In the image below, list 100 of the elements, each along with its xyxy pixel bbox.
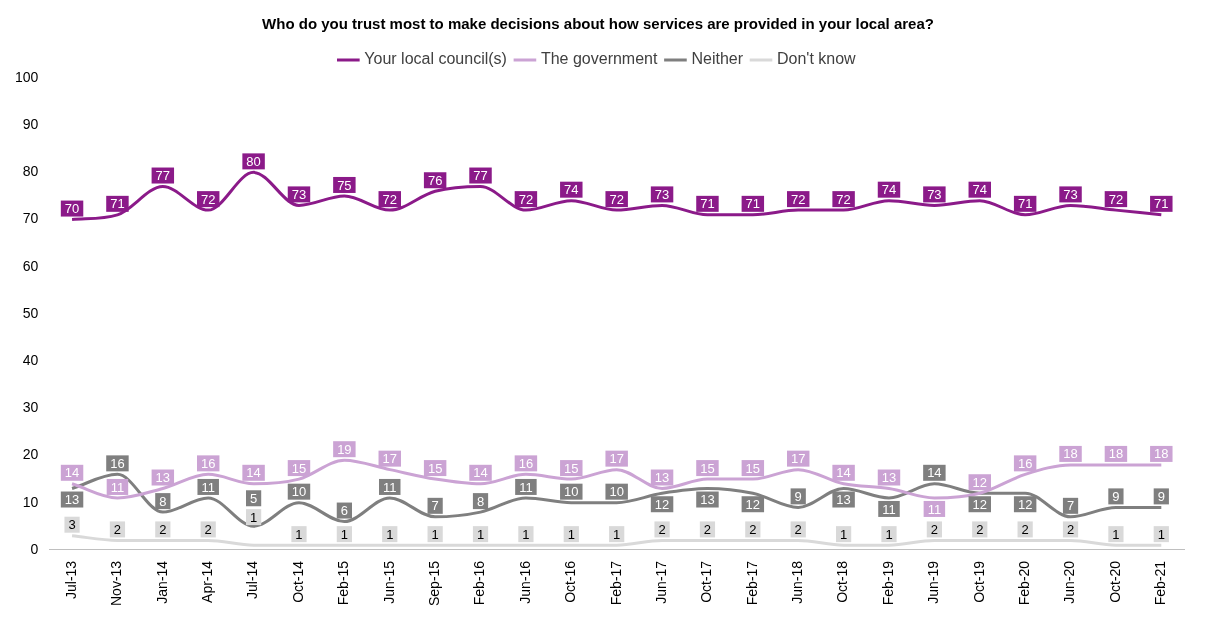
data-label: 2	[930, 522, 938, 537]
data-label: 74	[881, 182, 897, 198]
data-label: 73	[654, 186, 670, 202]
data-label: 19	[337, 441, 352, 457]
data-label: 13	[881, 470, 897, 486]
data-label: 17	[790, 451, 806, 467]
data-label: 5	[249, 490, 258, 506]
legend-label: The government	[540, 50, 658, 68]
data-label: 10	[609, 484, 624, 500]
data-label: 13	[700, 492, 715, 508]
data-label: 2	[159, 522, 167, 537]
data-label: 10	[564, 484, 579, 500]
data-label: 12	[745, 496, 761, 512]
x-tick-label: Jan-14	[153, 560, 170, 604]
data-label: 71	[1017, 196, 1033, 212]
data-label: 1	[1157, 526, 1165, 542]
y-tick-label: 50	[22, 304, 39, 321]
data-label: 8	[476, 493, 485, 509]
y-tick-label: 10	[22, 493, 39, 510]
x-tick-label: Jun-16	[516, 560, 533, 604]
y-tick-label: 0	[30, 540, 39, 557]
data-label: 17	[609, 451, 624, 467]
data-label: 2	[794, 522, 802, 537]
data-label: 14	[927, 465, 942, 481]
data-label: 17	[382, 451, 397, 467]
data-label: 1	[340, 526, 348, 542]
data-label: 70	[64, 201, 80, 217]
data-label: 14	[64, 465, 80, 481]
legend-label: Your local council(s)	[364, 50, 507, 68]
data-label: 74	[972, 182, 987, 198]
data-label: 71	[1154, 196, 1169, 212]
data-label: 72	[790, 191, 806, 207]
y-tick-label: 40	[22, 351, 39, 368]
data-label: 18	[1063, 446, 1078, 462]
data-label: 18	[1154, 446, 1169, 462]
x-tick-label: Oct-20	[1106, 560, 1123, 603]
data-label: 18	[1108, 446, 1124, 462]
data-label: 1	[613, 526, 621, 542]
data-label: 1	[476, 526, 485, 542]
x-tick-label: Sep-15	[426, 560, 442, 607]
data-label: 1	[567, 526, 575, 542]
y-tick-label: 70	[22, 210, 39, 227]
y-tick-label: 100	[15, 68, 39, 85]
legend-label: Don't know	[777, 50, 857, 68]
data-label: 1	[522, 526, 530, 542]
y-tick-label: 80	[22, 163, 39, 180]
data-label: 7	[431, 498, 439, 514]
data-label: 12	[654, 496, 670, 512]
x-tick-label: Jun-19	[925, 560, 942, 604]
data-label: 11	[927, 501, 942, 517]
x-tick-label: Feb-20	[1016, 560, 1033, 606]
y-tick-label: 20	[22, 446, 39, 463]
data-label: 71	[700, 196, 715, 212]
x-tick-label: Nov-13	[108, 560, 125, 606]
data-label: 11	[882, 501, 896, 517]
x-tick-label: Oct-16	[562, 560, 579, 603]
data-label: 76	[427, 172, 443, 188]
data-label: 11	[201, 479, 215, 495]
chart-title: Who do you trust most to make decisions about how services are provided in your local area?	[262, 15, 934, 33]
data-label: 1	[386, 526, 394, 542]
data-label: 2	[1066, 522, 1075, 537]
x-tick-label: Feb-17	[607, 560, 624, 606]
data-label: 10	[291, 484, 307, 500]
x-tick-label: Feb-17	[743, 560, 760, 606]
data-label: 2	[113, 522, 122, 537]
data-label: 6	[340, 503, 348, 519]
data-label: 15	[427, 460, 443, 476]
data-label: 2	[204, 522, 212, 537]
data-label: 2	[976, 522, 984, 537]
x-tick-label: Oct-14	[289, 560, 306, 603]
data-label: 13	[64, 492, 80, 508]
data-label: 15	[745, 460, 761, 476]
data-label: 12	[1017, 496, 1033, 512]
data-label: 14	[836, 465, 851, 481]
y-tick-label: 30	[22, 399, 39, 416]
x-tick-label: Jun-18	[789, 560, 806, 604]
x-tick-label: Jun-15	[380, 560, 397, 604]
data-label: 14	[246, 465, 261, 481]
data-label: 11	[110, 479, 125, 495]
data-label: 1	[249, 509, 258, 525]
data-label: 2	[703, 522, 712, 537]
data-label: 14	[473, 465, 488, 481]
data-label: 73	[927, 186, 942, 202]
x-tick-label: Feb-16	[471, 560, 488, 606]
data-label: 11	[383, 479, 397, 495]
x-tick-label: Jun-20	[1061, 560, 1078, 604]
data-label: 16	[110, 455, 125, 471]
data-label: 13	[836, 492, 851, 508]
data-label: 72	[382, 191, 397, 207]
data-label: 13	[654, 470, 670, 486]
x-tick-label: Jun-17	[652, 560, 669, 604]
data-label: 73	[291, 186, 307, 202]
x-tick-label: Oct-19	[970, 560, 987, 603]
data-label: 73	[1063, 186, 1078, 202]
data-label: 74	[564, 182, 579, 198]
data-label: 1	[295, 526, 303, 542]
data-label: 15	[564, 460, 579, 476]
data-label: 3	[68, 517, 76, 533]
legend-label: Neither	[691, 50, 744, 68]
data-label: 15	[700, 460, 715, 476]
